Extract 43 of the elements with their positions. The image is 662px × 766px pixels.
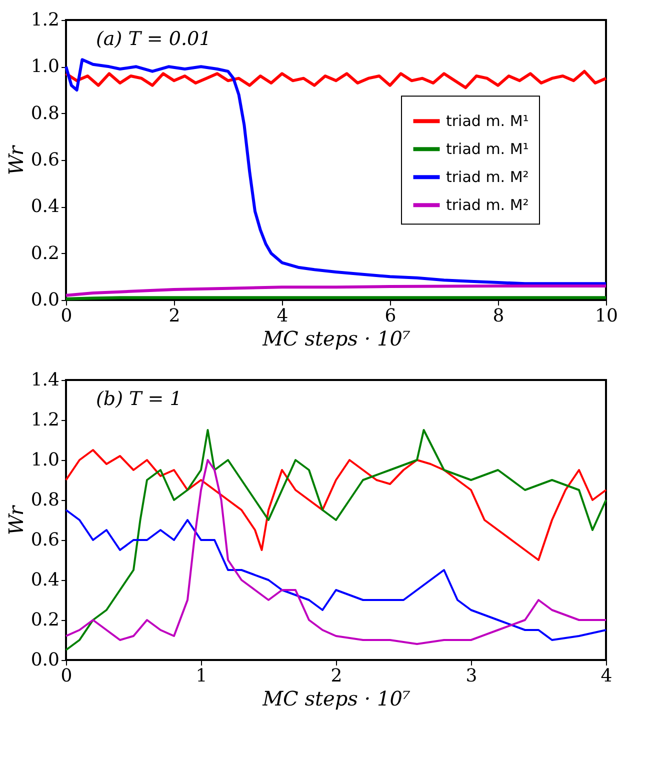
y-tick-label: 0.6 (30, 150, 60, 170)
x-tick-label: 1 (196, 666, 208, 686)
x-tick-label: 0 (60, 666, 72, 686)
line-series (64, 70, 608, 90)
line-series (65, 509, 607, 641)
y-axis-title: Wr (4, 504, 28, 536)
y-tick-label: 0.0 (30, 650, 60, 670)
line-series (64, 58, 608, 286)
y-tick-label: 0.0 (30, 290, 60, 310)
legend-label: triad m. M¹ (446, 112, 529, 130)
legend-label: triad m. M² (446, 168, 529, 186)
y-tick-label: 0.8 (30, 102, 60, 124)
x-tick-label: 0 (60, 306, 72, 326)
y-tick-label: 0.2 (30, 242, 60, 264)
legend-label: triad m. M¹ (446, 140, 529, 158)
y-tick-label: 0.8 (30, 490, 60, 510)
y-tick-label: 0.2 (30, 610, 60, 630)
line-series (64, 284, 608, 297)
y-tick-label: 0.6 (30, 530, 60, 550)
y-axis-title: Wr (4, 144, 28, 176)
x-tick-label: 2 (168, 306, 180, 326)
y-tick-label: 1.2 (30, 410, 60, 430)
x-axis-title: MC steps · 10⁷ (262, 326, 410, 350)
y-tick-label: 0.4 (30, 570, 60, 590)
x-tick-label: 6 (384, 306, 396, 326)
y-tick-label: 1.4 (30, 370, 60, 390)
line-series (65, 449, 607, 561)
annotation: (a) T = 0.01 (96, 28, 212, 50)
y-tick-label: 1.2 (30, 10, 60, 30)
x-tick-label: 2 (330, 666, 342, 686)
x-tick-label: 10 (595, 306, 618, 326)
x-tick-label: 4 (600, 666, 612, 686)
legend-label: triad m. M² (446, 196, 529, 214)
annotation: (b) T = 1 (96, 388, 182, 410)
y-tick-label: 1.0 (30, 56, 60, 78)
y-tick-label: 0.4 (30, 196, 60, 218)
y-tick-label: 1.0 (30, 450, 60, 470)
line-series (65, 429, 607, 651)
x-tick-label: 4 (276, 306, 288, 326)
x-tick-label: 3 (466, 666, 478, 686)
x-tick-label: 8 (492, 306, 504, 326)
x-axis-title: MC steps · 10⁷ (262, 686, 410, 710)
line-series (65, 459, 607, 645)
